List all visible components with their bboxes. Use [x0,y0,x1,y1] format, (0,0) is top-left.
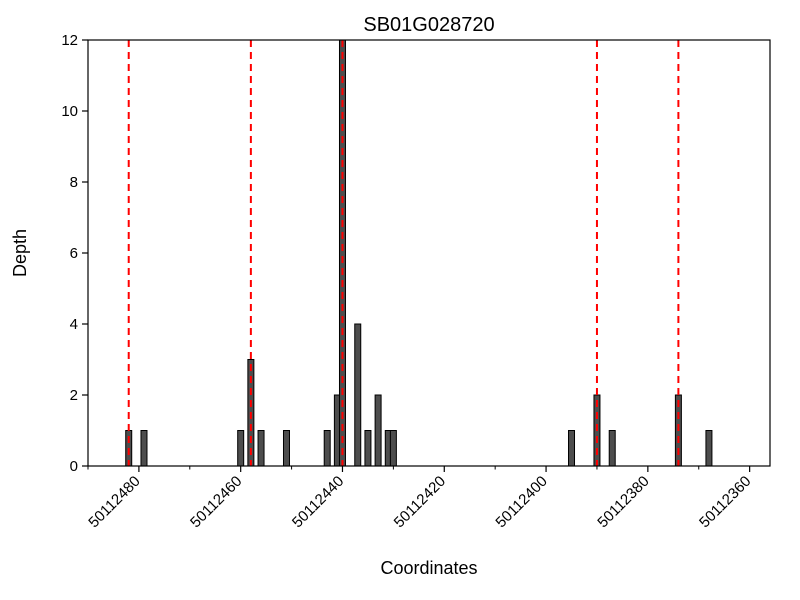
chart-title: SB01G028720 [363,14,494,36]
y-axis-label: Depth [10,229,30,277]
y-tick-label: 8 [70,174,78,191]
y-tick-label: 10 [61,103,78,120]
plot-frame [87,39,771,467]
x-tick-label: 50112440 [289,473,347,531]
depth-bar [257,430,265,467]
snp-dashed-lines-layer [127,40,680,466]
y-tick-label: 0 [70,458,78,475]
depth-bar [374,394,382,467]
depth-bar [568,430,576,467]
x-tick-label: 50112420 [391,473,449,531]
y-tick-label: 2 [70,387,78,404]
x-tick-label: 50112400 [492,473,550,531]
depth-bar [140,430,148,467]
y-tick-label: 12 [61,32,78,49]
depth-bar [608,430,616,467]
bars-layer [125,39,713,467]
x-axis-label: Coordinates [380,558,477,578]
y-tick-label: 4 [70,316,78,333]
depth-bar [364,430,372,467]
depth-bar [323,430,331,467]
x-tick-label: 50112460 [187,473,245,531]
depth-bar [705,430,713,467]
x-tick-label: 50112480 [85,473,143,531]
depth-bar [282,430,290,467]
y-tick-label: 6 [70,245,78,262]
depth-bar [389,430,397,467]
axes-layer: 0 2 4 6 8 10 12 50112480 50112460 50112440 5011242… [61,32,771,531]
x-tick-label: 50112380 [594,473,652,531]
x-tick-label: 50112360 [696,473,754,531]
depth-bar [354,323,362,467]
depth-bar [237,430,245,467]
